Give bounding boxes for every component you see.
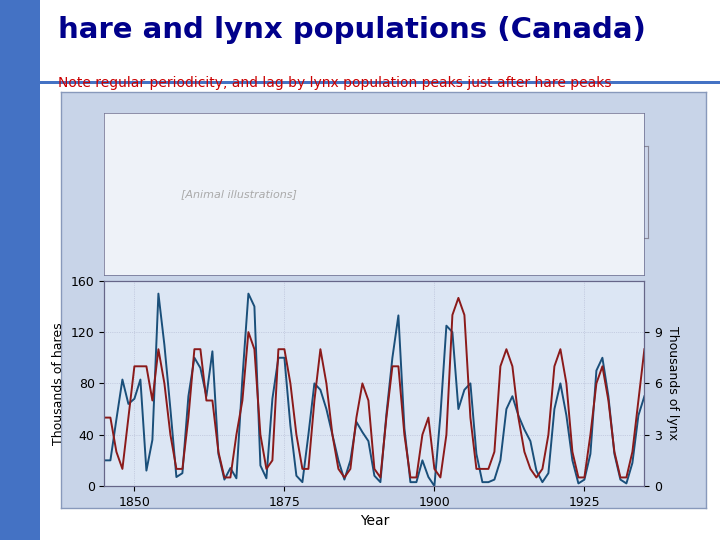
- Text: Note regular periodicity, and lag by lynx population peaks just after hare peaks: Note regular periodicity, and lag by lyn…: [58, 76, 611, 90]
- Text: KEY: KEY: [449, 163, 480, 177]
- Text: hare and lynx populations (Canada): hare and lynx populations (Canada): [58, 16, 645, 44]
- Y-axis label: Thousands of hares: Thousands of hares: [53, 322, 66, 445]
- Text: Lynx: Lynx: [497, 211, 526, 224]
- Text: [Animal illustrations]: [Animal illustrations]: [181, 190, 297, 199]
- X-axis label: Year: Year: [360, 514, 389, 528]
- Text: Snowshoe hare: Snowshoe hare: [497, 184, 593, 197]
- Y-axis label: Thousands of lynx: Thousands of lynx: [666, 326, 679, 441]
